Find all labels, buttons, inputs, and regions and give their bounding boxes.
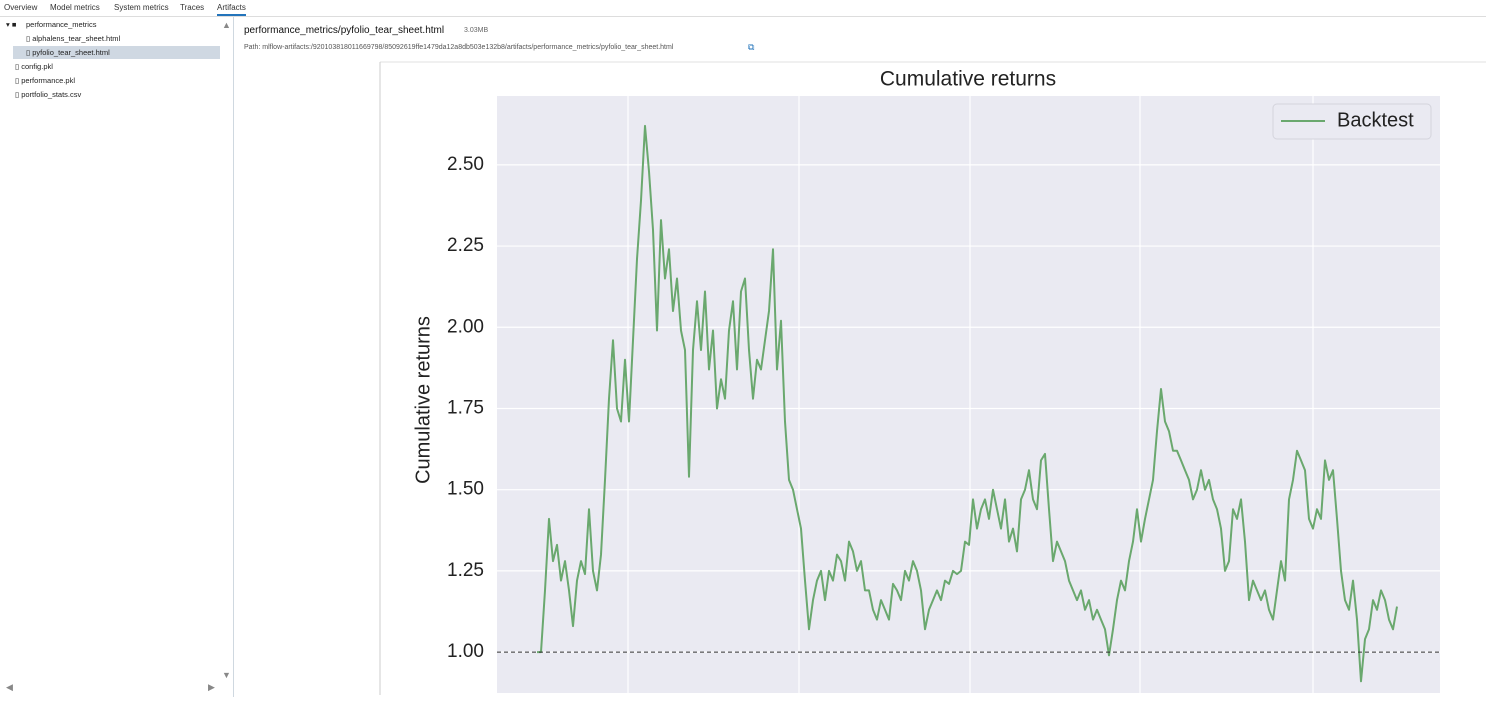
artifact-title: performance_metrics/pyfolio_tear_sheet.h… (244, 25, 445, 36)
scroll-up[interactable]: ▲ (222, 20, 231, 30)
y-tick-label: 1.50 (447, 479, 484, 500)
y-tick-label: 1.25 (447, 560, 484, 581)
file[interactable]: ▯ pyfolio_tear_sheet.html (13, 46, 220, 59)
y-axis-label: Cumulative returns (412, 316, 434, 484)
data-line (537, 124, 1398, 683)
file[interactable]: ▯ config.pkl (15, 62, 53, 71)
file[interactable]: ▯ alphalens_tear_sheet.html (26, 34, 121, 43)
file-name: pyfolio_tear_sheet.html (32, 48, 110, 57)
file[interactable]: ▯ performance.pkl (15, 76, 75, 85)
plot-area (497, 96, 1440, 693)
tab-bar: Overview Model metrics System metrics Tr… (0, 0, 1486, 17)
chart-title: Cumulative returns (880, 68, 1056, 91)
artifact-size: 3.03MB (464, 27, 489, 34)
y-tick-label: 1.00 (447, 641, 484, 662)
y-tick-label: 2.50 (447, 154, 484, 175)
scroll-down[interactable]: ▼ (222, 670, 231, 680)
tab[interactable]: System metrics (114, 3, 169, 12)
scroll-left[interactable]: ◀ (6, 682, 13, 692)
artifact-path: Path: mlflow-artifacts:/9201038180116697… (244, 44, 674, 51)
legend-box (1272, 103, 1432, 140)
legend-label: Backtest (1337, 109, 1414, 131)
file-name: config.pkl (21, 62, 53, 71)
tab[interactable]: Artifacts (217, 3, 246, 16)
copy-button[interactable]: ⧉ (748, 42, 755, 52)
scroll-right[interactable]: ▶ (208, 682, 215, 692)
tab[interactable]: Model metrics (50, 3, 100, 12)
file-name: alphalens_tear_sheet.html (32, 34, 121, 43)
folder[interactable]: performance_metrics (26, 20, 97, 29)
tab[interactable]: Traces (180, 3, 205, 12)
y-tick-label: 1.75 (447, 397, 484, 418)
y-tick-label: 2.25 (447, 235, 484, 256)
file-name: portfolio_stats.csv (21, 90, 82, 99)
file[interactable]: ▯ portfolio_stats.csv (15, 90, 82, 99)
y-tick-label: 2.00 (447, 316, 484, 337)
file-tree: ▾ ■ performance_metrics ▯ alphalens_tear… (0, 17, 234, 697)
expand-arrow[interactable]: ▾ ■ (6, 20, 17, 29)
tab[interactable]: Overview (4, 3, 38, 12)
x-grid (627, 96, 1314, 693)
file-name: performance.pkl (21, 76, 75, 85)
